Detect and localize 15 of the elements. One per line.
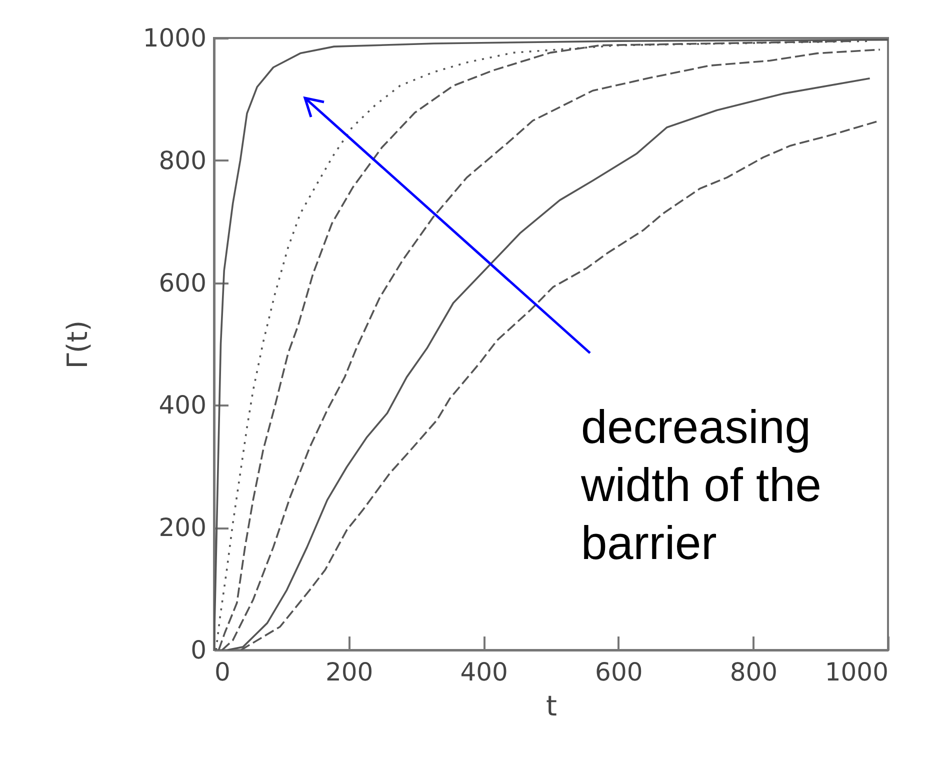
- x-tick-label: 0: [214, 658, 230, 686]
- y-tick-label: 0: [190, 636, 206, 664]
- y-tick-label: 1000: [142, 24, 206, 52]
- y-axis-title: Γ(t): [60, 320, 94, 369]
- y-tick-label: 800: [158, 146, 206, 175]
- x-axis-title: t: [546, 690, 558, 722]
- x-tick-label: 800: [730, 658, 778, 686]
- x-tick-label: 1000: [824, 658, 888, 686]
- annotation: decreasing width of the barrier: [581, 399, 822, 571]
- y-tick-label: 400: [158, 390, 206, 420]
- x-tick-label: 400: [460, 658, 508, 686]
- x-tick-label: 600: [595, 658, 643, 686]
- y-tick-label: 600: [158, 268, 206, 298]
- x-tick-label: 200: [325, 658, 374, 686]
- y-tick-label: 200: [158, 513, 206, 542]
